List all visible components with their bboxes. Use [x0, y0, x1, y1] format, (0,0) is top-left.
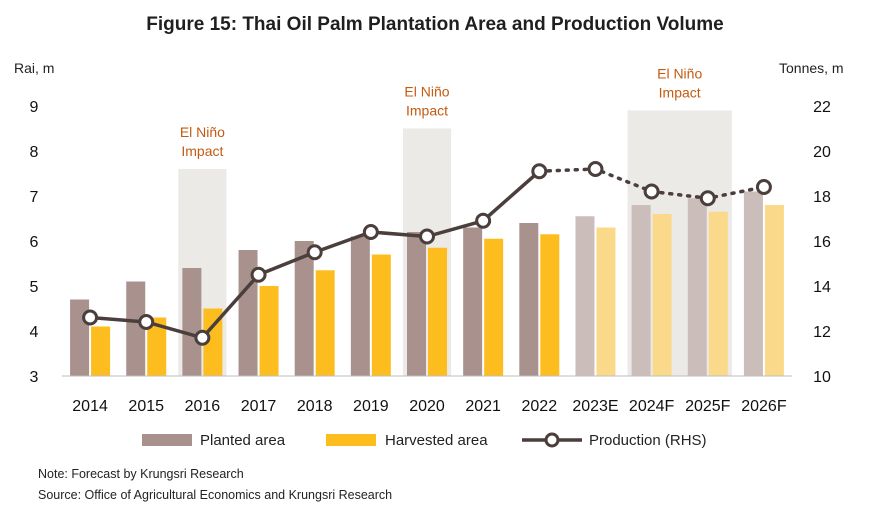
legend-harvested-swatch — [326, 434, 376, 446]
el-nino-label: Impact — [181, 143, 223, 159]
planted-area-bar — [463, 227, 483, 376]
x-axis-tick-label: 2018 — [297, 398, 333, 415]
source-text: Source: Office of Agricultural Economics… — [38, 488, 393, 502]
legend-production-label: Production (RHS) — [589, 432, 707, 449]
x-axis-tick-label: 2019 — [353, 398, 389, 415]
el-nino-label: El Niño — [657, 66, 702, 82]
el-nino-label: El Niño — [180, 124, 225, 140]
legend-harvested-label: Harvested area — [385, 432, 488, 449]
left-axis-tick-label: 9 — [30, 99, 39, 116]
right-axis-tick-label: 18 — [813, 189, 831, 206]
x-axis-tick-label: 2025F — [685, 398, 731, 415]
planted-area-bar — [743, 191, 763, 376]
harvested-area-bar — [484, 238, 504, 376]
production-point — [250, 266, 267, 283]
planted-area-bar — [407, 232, 426, 376]
right-axis-unit: Tonnes, m — [779, 60, 844, 76]
legend-planted-swatch — [142, 434, 192, 446]
production-point — [306, 244, 323, 261]
right-axis-tick-label: 16 — [813, 234, 831, 251]
left-axis-tick-label: 3 — [30, 369, 39, 386]
harvested-area-bar — [315, 270, 335, 376]
legend-production-marker — [544, 432, 560, 448]
x-axis-tick-label: 2015 — [128, 398, 164, 415]
production-point — [362, 224, 379, 240]
harvested-area-bar — [203, 308, 223, 376]
planted-area-bar — [294, 241, 314, 376]
harvested-area-bar — [259, 286, 279, 376]
x-axis-tick-label: 2023E — [572, 398, 618, 415]
right-axis-tick-label: 12 — [813, 324, 831, 341]
harvested-area-bar — [540, 234, 560, 376]
production-point — [643, 183, 660, 200]
harvested-area-bar — [147, 317, 167, 376]
harvested-area-bar — [428, 247, 447, 376]
production-point — [755, 179, 772, 195]
production-point — [475, 212, 492, 229]
x-axis-tick-label: 2022 — [522, 398, 558, 415]
production-line — [82, 161, 772, 346]
right-axis-ticks: 10 12 14 16 18 20 22 — [813, 99, 831, 386]
el-nino-label: Impact — [406, 103, 448, 119]
x-axis-tick-label: 2026F — [741, 398, 787, 415]
left-axis-tick-label: 7 — [30, 189, 39, 206]
planted-area-bar — [182, 268, 202, 376]
production-point — [194, 329, 211, 346]
el-nino-labels: El Niño Impact El Niño Impact El Niño Impact — [180, 66, 703, 160]
harvested-area-bar — [764, 205, 784, 376]
planted-area-bar — [126, 281, 146, 376]
legend-planted-label: Planted area — [200, 432, 286, 449]
harvested-area-bar — [91, 326, 111, 376]
production-point — [699, 190, 716, 207]
left-axis-ticks: 3 4 5 6 7 8 9 — [30, 99, 39, 386]
harvested-area-bar — [596, 227, 616, 376]
right-axis-tick-label: 10 — [813, 369, 831, 386]
note-text: Note: Forecast by Krungsri Research — [38, 467, 244, 481]
chart-title: Figure 15: Thai Oil Palm Plantation Area… — [146, 14, 724, 35]
production-point — [138, 314, 155, 330]
x-axis-ticks: 2014 2015 2016 2017 2018 2019 2020 2021 2022 2023… — [72, 398, 787, 415]
left-axis-unit: Rai, m — [14, 60, 55, 76]
harvested-area-bar — [371, 254, 391, 376]
right-axis-tick-label: 14 — [813, 279, 831, 296]
production-point — [531, 163, 548, 180]
x-axis-tick-label: 2014 — [72, 398, 108, 415]
planted-area-bar — [687, 198, 707, 376]
legend: Planted area Harvested area Production (RH… — [142, 432, 707, 449]
x-axis-tick-label: 2017 — [241, 398, 277, 415]
el-nino-label: El Niño — [404, 84, 449, 100]
planted-area-bar — [350, 236, 370, 376]
right-axis-tick-label: 20 — [813, 144, 831, 161]
bar-series — [70, 191, 784, 376]
production-point — [82, 309, 99, 326]
planted-area-bar — [575, 216, 595, 376]
harvested-area-bar — [652, 214, 672, 376]
left-axis-tick-label: 4 — [30, 324, 39, 341]
x-axis-tick-label: 2016 — [185, 398, 221, 415]
production-point — [587, 161, 604, 177]
left-axis-tick-label: 5 — [30, 279, 39, 296]
harvested-area-bar — [708, 211, 728, 376]
x-axis-tick-label: 2020 — [409, 398, 445, 415]
planted-area-bar — [631, 205, 651, 376]
left-axis-tick-label: 6 — [30, 234, 39, 251]
left-axis-tick-label: 8 — [30, 144, 39, 161]
el-nino-label: Impact — [659, 85, 701, 101]
right-axis-tick-label: 22 — [813, 99, 831, 116]
planted-area-bar — [519, 223, 539, 376]
x-axis-tick-label: 2021 — [465, 398, 501, 415]
production-point — [419, 228, 435, 245]
x-axis-tick-label: 2024F — [629, 398, 675, 415]
